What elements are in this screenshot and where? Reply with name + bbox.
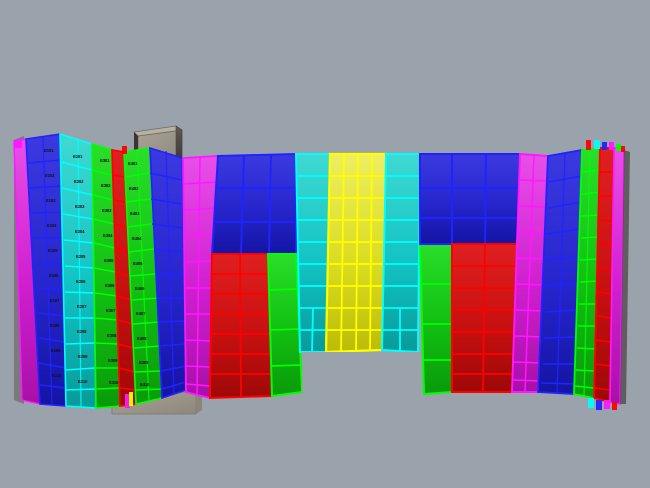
element-label: E110 — [52, 373, 62, 378]
element-label: E301 — [100, 158, 110, 163]
element-label: E208 — [77, 329, 87, 334]
element-label: E103 — [46, 198, 56, 203]
element-label: E106 — [49, 273, 59, 278]
central-opening — [302, 352, 420, 392]
element-label: E304 — [103, 233, 113, 238]
element-label: E104 — [47, 223, 57, 228]
element-label: E309 — [108, 358, 118, 363]
element-label: E107 — [50, 298, 60, 303]
column-magenta-leftpier[interactable] — [182, 155, 219, 400]
mesh-edge-speckle-top — [14, 140, 625, 154]
column-red-leftpier[interactable] — [208, 253, 274, 400]
panel-yellow-deck-center[interactable] — [324, 152, 388, 354]
column-red-rightpier[interactable] — [451, 243, 520, 393]
panel-cyan-deck-left[interactable] — [294, 153, 332, 353]
mesh-edge-speckle-bottom — [125, 392, 617, 410]
left-pier[interactable] — [182, 152, 304, 400]
element-label: E105 — [48, 248, 58, 253]
deck-span[interactable] — [294, 152, 422, 354]
element-label: E209 — [78, 354, 88, 359]
element-label: E407 — [136, 311, 146, 316]
band-green-leftwing-a[interactable] — [91, 142, 121, 409]
element-label: E101 — [44, 148, 54, 153]
element-label: E303 — [102, 208, 112, 213]
band-cyan-leftwing[interactable] — [59, 132, 97, 409]
element-label: E302 — [101, 183, 111, 188]
right-pier[interactable] — [418, 152, 549, 396]
element-label: E409 — [139, 360, 149, 365]
element-label: E102 — [45, 173, 55, 178]
element-label: E206 — [76, 279, 86, 284]
element-label: E204 — [75, 229, 85, 234]
element-label: E109 — [51, 348, 61, 353]
element-label: E202 — [74, 179, 84, 184]
element-label: E308 — [107, 333, 117, 338]
element-label: E406 — [135, 286, 145, 291]
element-label: E205 — [76, 254, 86, 259]
panel-cyan-deck-right[interactable] — [380, 153, 422, 354]
element-label: E108 — [50, 323, 60, 328]
left-wing-far-face[interactable]: E101 E102 E103 E104 E105 E106 E107 E108 … — [13, 132, 187, 409]
element-label: E306 — [105, 283, 115, 288]
element-label: E310 — [109, 380, 119, 385]
column-blue-leftpier[interactable] — [210, 152, 297, 255]
right-back-edge — [620, 150, 630, 404]
element-label: E210 — [78, 379, 88, 384]
element-label: E408 — [137, 336, 147, 341]
element-id-annotations: E101 E102 E103 E104 E105 E106 E107 E108 … — [44, 148, 150, 387]
element-label: E201 — [73, 154, 83, 159]
element-label: E410 — [140, 382, 150, 387]
element-label: E403 — [130, 211, 140, 216]
column-blue-rightpier[interactable] — [419, 153, 522, 245]
element-label: E405 — [133, 261, 143, 266]
column-magenta-rightpier[interactable] — [511, 152, 549, 393]
element-label: E404 — [132, 236, 142, 241]
element-label: E401 — [128, 161, 138, 166]
right-wing-far-face[interactable] — [537, 146, 630, 405]
element-label: E307 — [106, 308, 116, 313]
element-label: E305 — [104, 258, 114, 263]
band-blue-rightwing[interactable] — [537, 148, 583, 395]
column-green-leftpier[interactable] — [266, 253, 304, 398]
element-label: E203 — [75, 204, 85, 209]
element-label: E402 — [129, 186, 139, 191]
column-green-rightpier[interactable] — [418, 243, 453, 396]
element-label: E207 — [77, 304, 87, 309]
